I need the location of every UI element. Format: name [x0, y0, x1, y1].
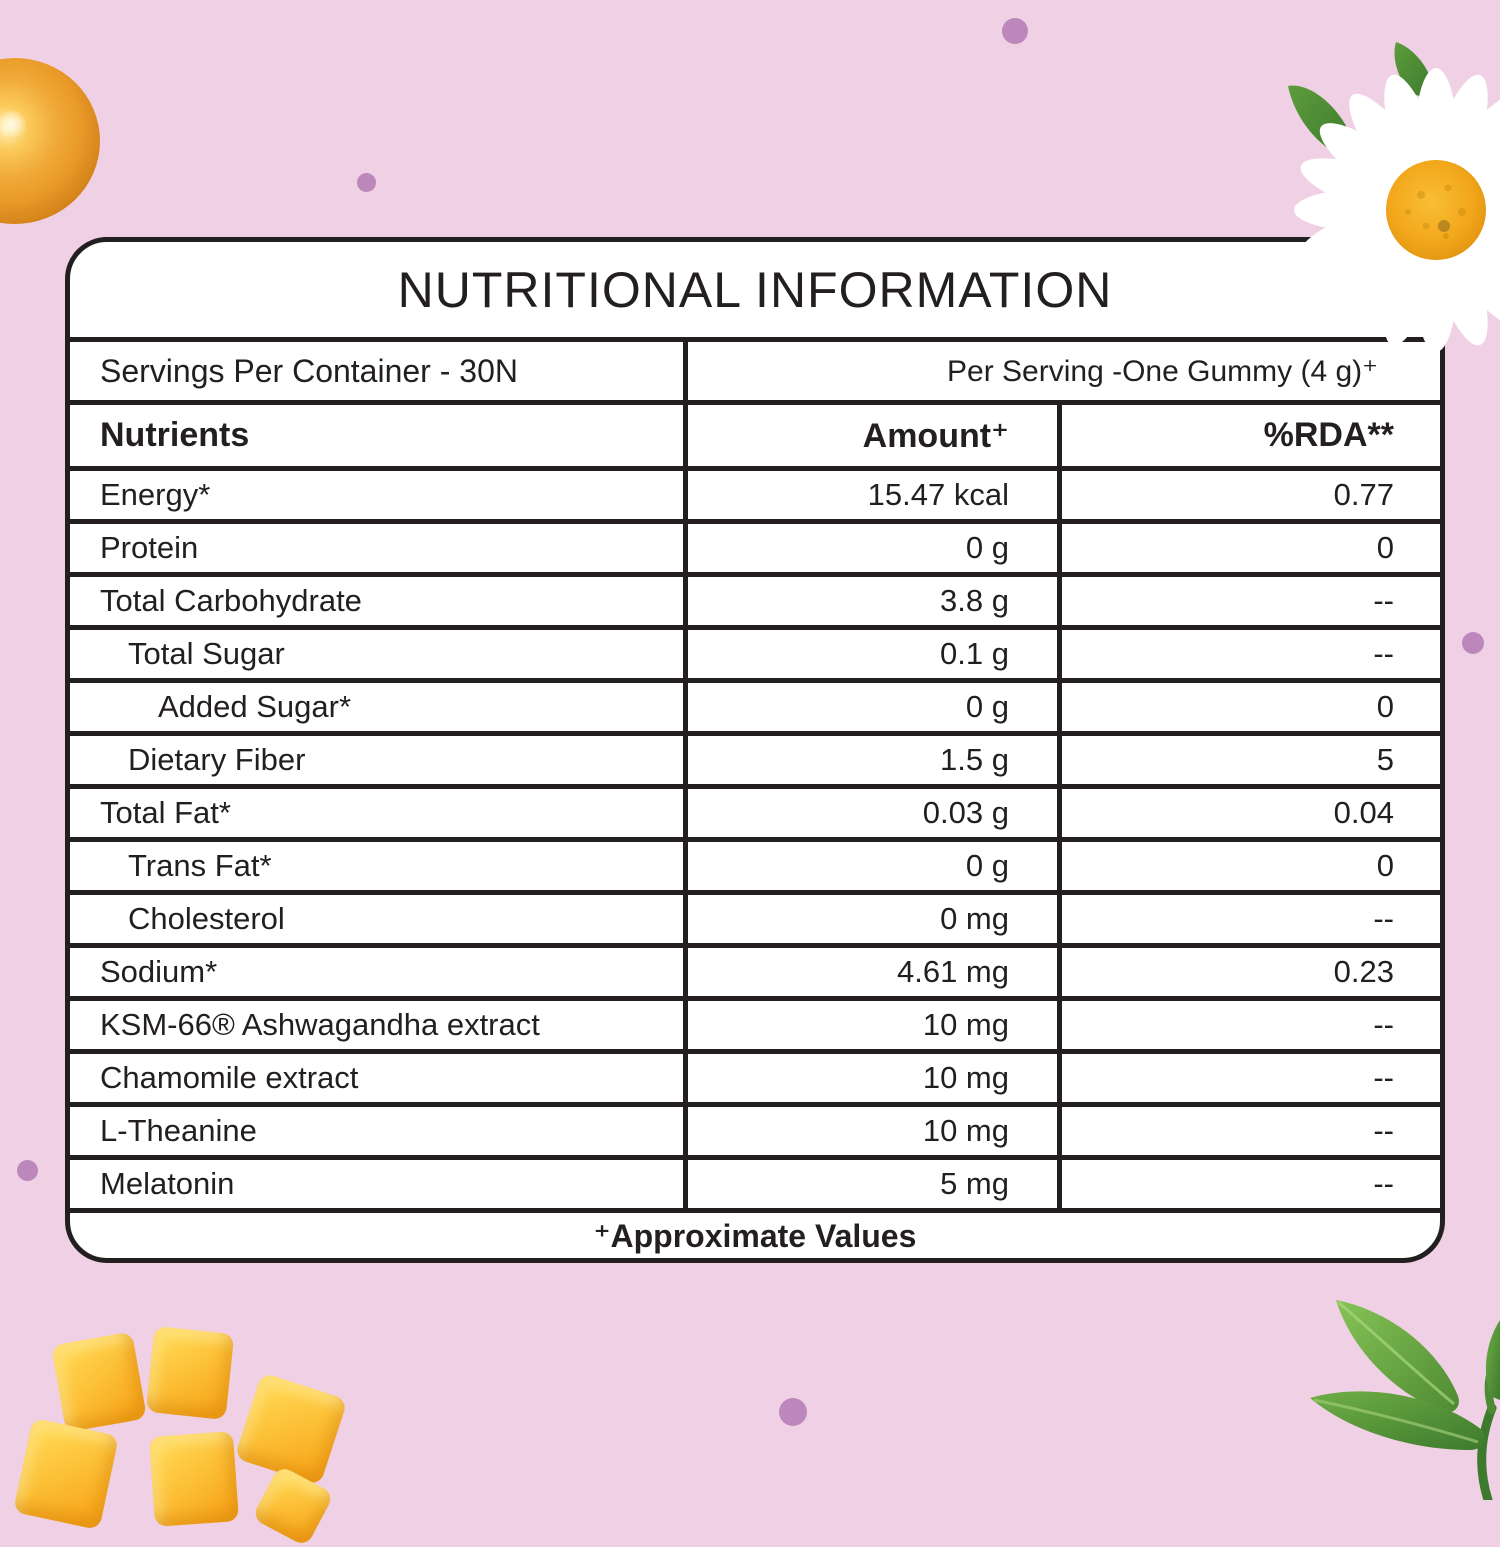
purple-dot-icon [1002, 18, 1028, 44]
mango-cube-icon [145, 1326, 235, 1420]
nutrient-name: KSM-66® Ashwagandha extract [100, 1007, 540, 1042]
col-header-nutrients: Nutrients [100, 416, 250, 454]
nutrient-name: Cholesterol [128, 901, 285, 936]
purple-dot-icon [357, 173, 376, 192]
table-row: Sodium* 4.61 mg 0.23 [70, 943, 1440, 996]
purple-dot-icon [1462, 632, 1484, 654]
col-header-rda: %RDA** [1057, 405, 1440, 466]
nutrient-name: L-Theanine [100, 1113, 257, 1148]
table-row: Chamomile extract 10 mg -- [70, 1049, 1440, 1102]
nutrient-name: Added Sugar* [158, 689, 352, 724]
table-row: Cholesterol 0 mg -- [70, 890, 1440, 943]
purple-dot-icon [779, 1398, 807, 1426]
rda-value: 5 [1057, 736, 1440, 784]
purple-dot-icon [17, 1160, 38, 1181]
amount-value: 0 g [683, 683, 1057, 731]
mango-cube-icon [148, 1431, 240, 1527]
nutrition-table: NUTRITIONAL INFORMATION Servings Per Con… [65, 237, 1445, 1263]
amount-value: 10 mg [683, 1001, 1057, 1049]
amount-value: 10 mg [683, 1054, 1057, 1102]
amount-value: 10 mg [683, 1107, 1057, 1155]
rda-value: -- [1057, 1001, 1440, 1049]
col-header-amount: Amount⁺ [683, 405, 1057, 466]
amount-value: 0.1 g [683, 630, 1057, 678]
nutrient-name: Energy* [100, 477, 211, 512]
column-header-row: Nutrients Amount⁺ %RDA** [70, 400, 1440, 466]
rda-value: -- [1057, 630, 1440, 678]
mango-cube-icon [50, 1331, 148, 1433]
table-row: KSM-66® Ashwagandha extract 10 mg -- [70, 996, 1440, 1049]
rda-value: 0 [1057, 524, 1440, 572]
servings-row: Servings Per Container - 30N Per Serving… [70, 337, 1440, 400]
footnote: ⁺Approximate Values [70, 1208, 1440, 1258]
nutrient-name: Total Carbohydrate [100, 583, 362, 618]
green-tea-leaves-icon [1310, 1300, 1500, 1500]
table-row: Dietary Fiber 1.5 g 5 [70, 731, 1440, 784]
nutrient-name: Total Fat* [100, 795, 231, 830]
mango-cube-icon [234, 1372, 348, 1486]
nutrient-name: Melatonin [100, 1166, 235, 1201]
rda-value: -- [1057, 895, 1440, 943]
rda-value: -- [1057, 1160, 1440, 1208]
per-serving-label: Per Serving -One Gummy (4 g)⁺ [683, 342, 1440, 400]
page-background: { "table": { "title": "NUTRITIONAL INFOR… [0, 18, 1500, 1547]
gummy-ball-icon [0, 58, 100, 224]
nutrient-name: Protein [100, 530, 199, 565]
amount-value: 0 g [683, 524, 1057, 572]
rda-value: -- [1057, 1107, 1440, 1155]
table-row: Total Sugar 0.1 g -- [70, 625, 1440, 678]
amount-value: 15.47 kcal [683, 471, 1057, 519]
table-row: Energy* 15.47 kcal 0.77 [70, 466, 1440, 519]
table-row: L-Theanine 10 mg -- [70, 1102, 1440, 1155]
nutrient-name: Trans Fat* [128, 848, 272, 883]
rda-value: 0.77 [1057, 471, 1440, 519]
amount-value: 1.5 g [683, 736, 1057, 784]
table-row: Melatonin 5 mg -- [70, 1155, 1440, 1208]
nutrient-name: Dietary Fiber [128, 742, 306, 777]
amount-value: 3.8 g [683, 577, 1057, 625]
table-row: Total Fat* 0.03 g 0.04 [70, 784, 1440, 837]
rda-value: 0.04 [1057, 789, 1440, 837]
rda-value: 0.23 [1057, 948, 1440, 996]
amount-value: 0 mg [683, 895, 1057, 943]
table-row: Protein 0 g 0 [70, 519, 1440, 572]
rda-value: 0 [1057, 683, 1440, 731]
amount-value: 5 mg [683, 1160, 1057, 1208]
mango-cube-icon [12, 1417, 120, 1531]
table-row: Added Sugar* 0 g 0 [70, 678, 1440, 731]
nutrient-name: Total Sugar [128, 636, 285, 671]
nutrient-name: Chamomile extract [100, 1060, 359, 1095]
table-row: Trans Fat* 0 g 0 [70, 837, 1440, 890]
rda-value: -- [1057, 577, 1440, 625]
table-rows: Energy* 15.47 kcal 0.77 Protein 0 g 0 To… [70, 466, 1440, 1208]
chamomile-flower-icon [1288, 42, 1500, 352]
rda-value: -- [1057, 1054, 1440, 1102]
amount-value: 0.03 g [683, 789, 1057, 837]
nutrient-name: Sodium* [100, 954, 218, 989]
amount-value: 0 g [683, 842, 1057, 890]
servings-per-container-label: Servings Per Container - 30N [100, 352, 518, 389]
table-row: Total Carbohydrate 3.8 g -- [70, 572, 1440, 625]
rda-value: 0 [1057, 842, 1440, 890]
table-title: NUTRITIONAL INFORMATION [397, 261, 1113, 318]
amount-value: 4.61 mg [683, 948, 1057, 996]
table-title-row: NUTRITIONAL INFORMATION [70, 242, 1440, 337]
